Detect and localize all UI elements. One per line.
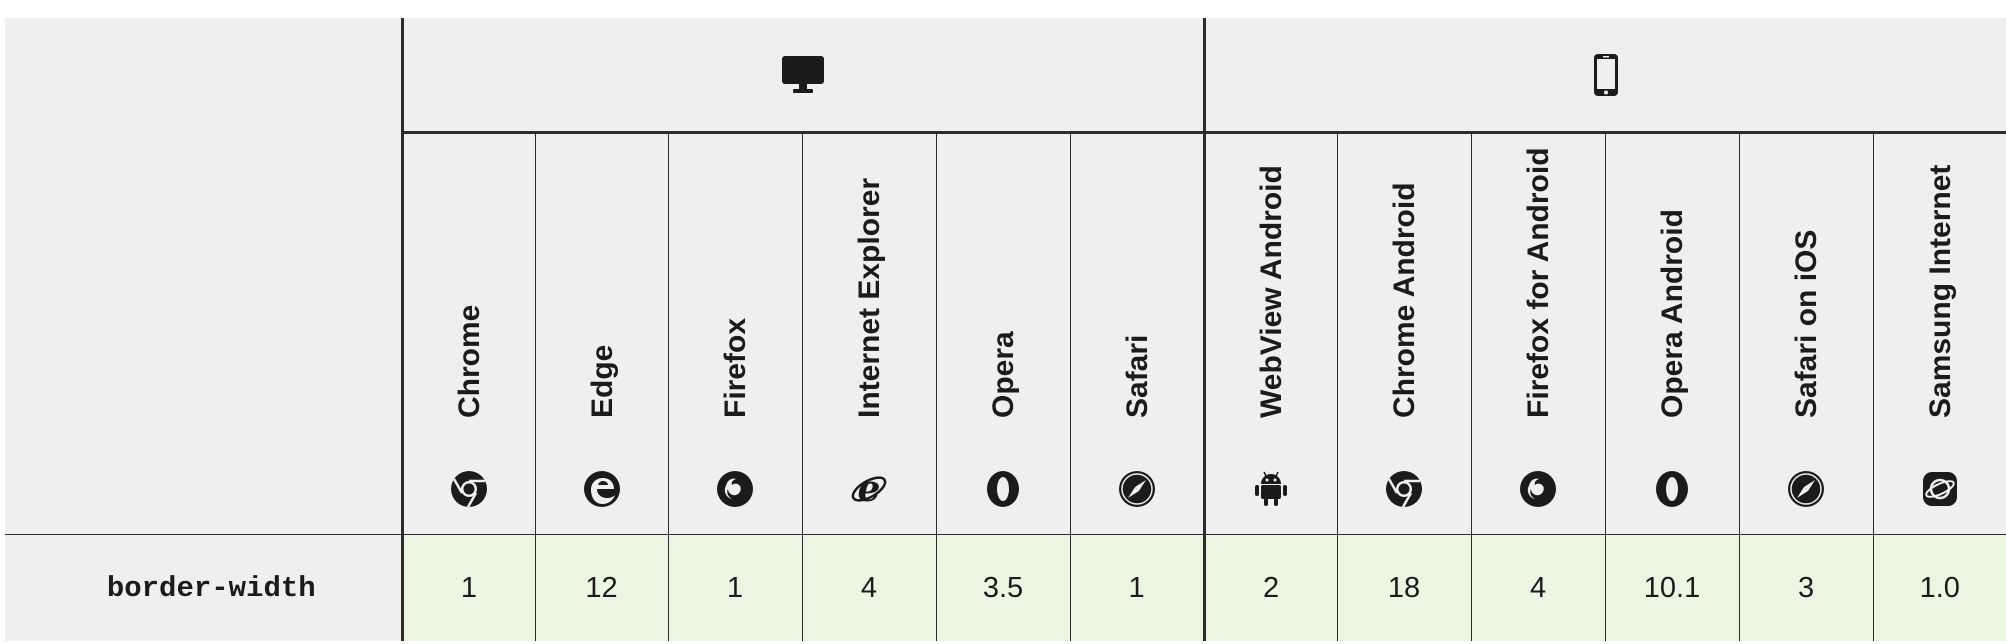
internet-explorer-icon: e xyxy=(851,470,887,508)
browser-col-chrome: Chrome xyxy=(400,132,535,535)
browser-name: Samsung Internet xyxy=(1923,164,1957,418)
browser-name: Edge xyxy=(585,344,619,418)
support-cell-opera[interactable]: 3.5 xyxy=(935,534,1070,641)
support-cell-safari-ios[interactable]: 3 xyxy=(1738,534,1874,641)
android-icon xyxy=(1255,471,1288,506)
svg-text:e: e xyxy=(858,470,881,508)
browser-col-firefox: Firefox xyxy=(667,132,802,535)
browser-col-webview-android: WebView Android xyxy=(1202,132,1338,535)
safari-icon xyxy=(1118,471,1155,507)
support-cell-edge[interactable]: 12 xyxy=(534,534,668,641)
desktop-monitor-icon xyxy=(782,55,825,93)
support-cell-webview-android[interactable]: 2 xyxy=(1202,534,1338,641)
opera-icon xyxy=(1656,471,1689,507)
firefox-icon xyxy=(1520,471,1557,507)
support-cell-chrome[interactable]: 1 xyxy=(400,534,535,641)
support-cell-firefox-android[interactable]: 4 xyxy=(1470,534,1606,641)
support-cell-samsung-internet[interactable]: 1.0 xyxy=(1872,534,2006,641)
browser-name: Chrome xyxy=(453,304,486,418)
table-row: border-width 1 12 1 4 3.5 1 2 18 4 10.1 … xyxy=(5,534,2006,641)
browser-col-opera-android: Opera Android xyxy=(1604,132,1740,535)
browser-col-samsung-internet: Samsung Internet xyxy=(1872,132,2006,535)
table-corner xyxy=(5,18,402,535)
safari-icon xyxy=(1788,471,1825,507)
browser-compat-table: Chrome Edge Firefox xyxy=(5,18,2006,641)
browser-name: Safari xyxy=(1120,334,1154,418)
mobile-phone-icon xyxy=(1593,53,1618,96)
browser-col-opera: Opera xyxy=(935,132,1070,535)
platform-mobile-header xyxy=(1202,18,2006,134)
browser-name: Chrome Android xyxy=(1388,182,1422,418)
support-cell-chrome-android[interactable]: 18 xyxy=(1336,534,1472,641)
browser-name: Opera xyxy=(987,331,1020,418)
browser-col-edge: Edge xyxy=(534,132,668,535)
browser-name: Opera Android xyxy=(1656,209,1690,418)
samsung-internet-icon xyxy=(1922,472,1957,506)
browser-header-row: Chrome Edge Firefox xyxy=(5,132,2006,535)
browser-name: Firefox for Android xyxy=(1522,147,1556,418)
platform-desktop-header xyxy=(400,18,1205,134)
browser-name: WebView Android xyxy=(1255,165,1289,418)
feature-name[interactable]: border-width xyxy=(5,534,402,641)
support-cell-internet-explorer[interactable]: 4 xyxy=(801,534,936,641)
support-cell-opera-android[interactable]: 10.1 xyxy=(1604,534,1740,641)
support-cell-safari[interactable]: 1 xyxy=(1069,534,1205,641)
browser-name: Firefox xyxy=(719,317,752,418)
edge-icon xyxy=(583,471,620,507)
chrome-icon xyxy=(1386,471,1423,508)
browser-col-chrome-android: Chrome Android xyxy=(1336,132,1472,535)
firefox-icon xyxy=(717,471,753,507)
chrome-icon xyxy=(451,471,487,508)
browser-col-internet-explorer: Internet Explorer e xyxy=(801,132,936,535)
browser-col-safari-ios: Safari on iOS xyxy=(1738,132,1874,535)
opera-icon xyxy=(987,471,1019,507)
browser-name: Safari on iOS xyxy=(1790,229,1824,418)
browser-col-firefox-android: Firefox for Android xyxy=(1470,132,1606,535)
browser-col-safari: Safari xyxy=(1069,132,1205,535)
browser-name: Internet Explorer xyxy=(853,177,886,418)
support-cell-firefox[interactable]: 1 xyxy=(667,534,802,641)
